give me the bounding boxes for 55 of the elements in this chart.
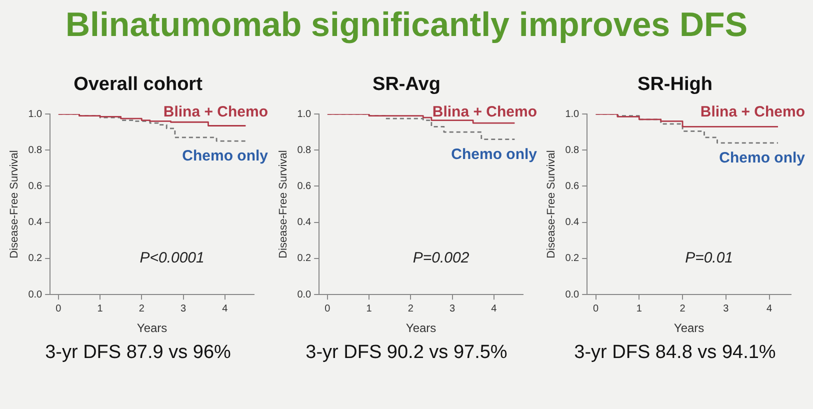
x-tick-label: 1 [366,303,372,314]
chart-title: SR-Avg [372,73,442,97]
y-axis-title: Disease-Free Survival [277,150,290,258]
x-tick-label: 3 [180,303,186,314]
x-axis-title: Years [136,321,168,336]
series-label: Chemo only [182,148,269,165]
x-tick-label: 2 [680,303,686,314]
x-axis-title: Years [674,321,704,336]
annotation: P<0.0001 [140,250,204,267]
y-tick-label: 0.6 [296,180,312,192]
y-tick-label: 0.6 [565,180,580,192]
annotation: P=0.002 [412,250,470,267]
y-tick-label: 1.0 [296,108,312,120]
series-label: Chemo only [719,150,806,167]
x-tick-label: 3 [448,303,455,314]
chart-title: SR-High [636,73,714,97]
y-tick-label: 0.8 [565,144,580,156]
x-tick-label: 0 [592,303,599,314]
x-tick-label: 2 [407,303,414,314]
series-label: Blina + Chemo [700,104,805,121]
series-label: Blina + Chemo [163,104,268,121]
x-tick-label: 1 [636,303,642,314]
y-tick-label: 0.6 [28,180,43,192]
y-tick-label: 0.8 [296,144,312,156]
text: 3-yr DFS 87.9 vs 96% [44,342,232,364]
y-tick-label: 1.0 [565,108,580,120]
y-tick-label: 0.4 [296,217,312,228]
x-tick-label: 3 [723,303,730,314]
x-tick-label: 4 [766,303,773,314]
y-axis-title: Disease-Free Survival [8,150,21,258]
annotation: P=0.01 [685,250,734,267]
y-tick-label: 0.0 [296,289,312,300]
x-tick-label: 4 [222,303,228,314]
y-tick-label: 1.0 [28,108,43,120]
series-label: Chemo only [450,146,538,163]
y-tick-label: 0.4 [565,217,580,228]
x-tick-label: 4 [490,303,497,314]
chart-title: Overall cohort [72,73,204,97]
x-tick-label: 2 [138,303,145,314]
y-tick-label: 0.2 [565,253,580,264]
y-tick-label: 0.2 [296,253,312,264]
x-tick-label: 0 [56,303,62,314]
series-label: Blina + Chemo [432,104,536,121]
y-axis-title: Disease-Free Survival [546,150,558,258]
text: 3-yr DFS 84.8 vs 94.1% [573,342,777,364]
text: Blinatumomab significantly improves DFS [64,5,748,46]
x-tick-label: 0 [324,303,330,314]
y-tick-label: 0.4 [28,217,43,228]
text: 3-yr DFS 90.2 vs 97.5% [304,342,508,364]
x-axis-title: Years [405,321,436,336]
x-tick-label: 1 [97,303,104,314]
y-tick-label: 0.0 [565,289,580,300]
y-tick-label: 0.8 [28,144,43,156]
y-tick-label: 0.2 [28,253,43,264]
y-tick-label: 0.0 [28,289,43,300]
